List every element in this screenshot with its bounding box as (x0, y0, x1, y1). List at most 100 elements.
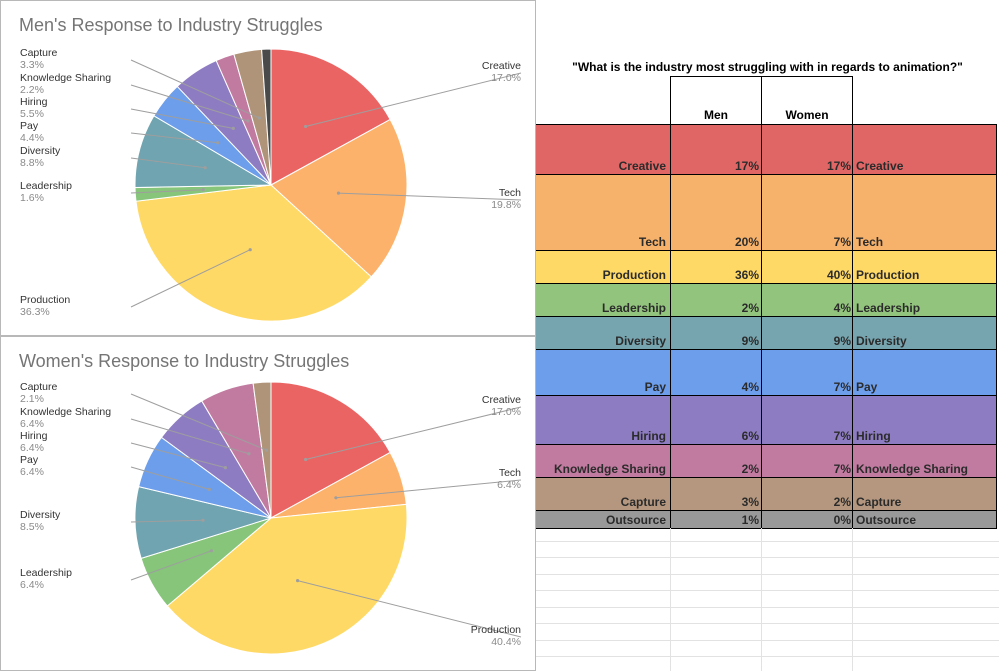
grid-line (536, 623, 999, 624)
spreadsheet-table: "What is the industry most struggling wi… (536, 0, 999, 671)
leader-line-capture (130, 59, 260, 119)
leader-dot-tech (336, 191, 341, 195)
slice-label-knowledge-sharing: Knowledge Sharing (20, 72, 111, 84)
grid-line (536, 607, 999, 608)
men-chart-title: Men's Response to Industry Struggles (19, 15, 323, 35)
leader-dot-knowledge-sharing (246, 119, 250, 123)
men-value: 9% (741, 334, 759, 348)
leader-line-leadership (130, 550, 212, 581)
leader-line-tech (338, 192, 522, 201)
slice-label-tech: Tech (499, 467, 521, 479)
slice-value-pay: 4.4% (20, 132, 44, 144)
slice-value-creative: 17.0% (491, 72, 521, 84)
women-pie-chart-panel: Women's Response to Industry Struggles C… (0, 336, 536, 671)
slice-value-knowledge-sharing: 2.2% (20, 84, 44, 96)
leader-dot-hiring (223, 466, 227, 470)
grid-line (536, 557, 999, 558)
table-column-divider (852, 76, 853, 528)
pie-slice-creative (270, 48, 391, 186)
slice-label-leadership: Leadership (20, 180, 72, 192)
slice-value-tech: 6.4% (497, 479, 521, 491)
table-title: "What is the industry most struggling wi… (572, 60, 963, 74)
slice-label-knowledge-sharing: Knowledge Sharing (20, 406, 111, 418)
leader-dot-production (248, 248, 252, 252)
grid-line (536, 574, 999, 575)
table-row-leadership: Leadership 2% 4% Leadership (536, 283, 997, 316)
row-label-right: Diversity (856, 334, 907, 348)
slice-label-production: Production (471, 624, 521, 636)
leader-dot-diversity (201, 518, 205, 522)
leader-line-creative (305, 406, 522, 460)
table-row-knowledge-sharing: Knowledge Sharing 2% 7% Knowledge Sharing (536, 444, 997, 477)
slice-label-hiring: Hiring (20, 96, 48, 108)
row-label-right: Leadership (856, 301, 921, 315)
slice-label-leadership: Leadership (20, 567, 72, 579)
row-label: Production (602, 268, 666, 282)
men-value: 17% (734, 159, 759, 173)
leader-line-hiring (130, 442, 226, 469)
leader-dot-leadership (201, 188, 205, 192)
grid-line (536, 656, 999, 657)
leader-line-production (130, 249, 251, 308)
leader-dot-creative (304, 457, 308, 462)
leader-line-diversity (130, 157, 206, 169)
pie-slice-capture (252, 381, 272, 519)
row-label: Diversity (615, 334, 666, 348)
slice-value-tech: 19.8% (491, 199, 521, 211)
slice-label-hiring: Hiring (20, 430, 48, 442)
slice-label-tech: Tech (499, 187, 521, 199)
women-value: 17% (826, 159, 851, 173)
table-row-capture: Capture 3% 2% Capture (536, 477, 997, 510)
row-label: Outsource (605, 513, 666, 527)
table-bottom-border (536, 528, 997, 529)
slice-value-diversity: 8.5% (20, 521, 44, 533)
leader-dot-creative (304, 124, 308, 129)
table-row-outsource: Outsource 1% 0% Outsource (536, 510, 997, 528)
table-column-divider (761, 76, 762, 528)
women-value: 7% (833, 380, 851, 394)
slice-label-pay: Pay (20, 454, 39, 466)
row-label: Pay (644, 380, 666, 394)
leader-line-capture (130, 393, 267, 451)
leader-dot-leadership (209, 549, 213, 553)
column-header-men: Men (704, 108, 728, 122)
leader-line-production (297, 580, 522, 638)
grid-line (536, 640, 999, 641)
row-label-right: Knowledge Sharing (856, 462, 969, 476)
slice-value-hiring: 5.5% (20, 108, 44, 120)
slice-label-pay: Pay (20, 120, 39, 132)
grid-line (761, 528, 762, 671)
leader-line-hiring (130, 108, 234, 129)
men-value: 2% (741, 301, 759, 315)
slice-label-creative: Creative (482, 60, 521, 72)
leader-line-pay (130, 466, 210, 490)
row-label: Leadership (601, 301, 666, 315)
men-value: 6% (741, 429, 759, 443)
slice-value-knowledge-sharing: 6.4% (20, 418, 44, 430)
table-column-divider (670, 76, 671, 528)
leader-line-knowledge-sharing (130, 84, 249, 122)
row-label-right: Tech (856, 235, 884, 249)
table-column-divider (996, 124, 997, 528)
leader-line-diversity (130, 519, 204, 523)
leader-dot-production (296, 579, 300, 583)
leader-dot-capture (257, 116, 261, 120)
slice-value-capture: 2.1% (20, 393, 44, 405)
slice-value-leadership: 6.4% (20, 579, 44, 591)
row-label-right: Hiring (856, 429, 891, 443)
men-value: 3% (741, 495, 759, 509)
slice-value-capture: 3.3% (20, 59, 44, 71)
slice-value-leadership: 1.6% (20, 192, 44, 204)
men-value: 4% (741, 380, 759, 394)
leader-dot-knowledge-sharing (247, 452, 251, 456)
leader-line-pay (130, 132, 218, 144)
women-value: 7% (833, 462, 851, 476)
grid-line (670, 528, 671, 671)
row-label: Capture (620, 495, 666, 509)
grid-line (536, 590, 999, 591)
slice-value-pay: 6.4% (20, 466, 44, 478)
row-label-right: Pay (856, 380, 878, 394)
table-row-creative: Creative 17% 17% Creative (536, 124, 997, 174)
men-value: 36% (734, 268, 759, 282)
